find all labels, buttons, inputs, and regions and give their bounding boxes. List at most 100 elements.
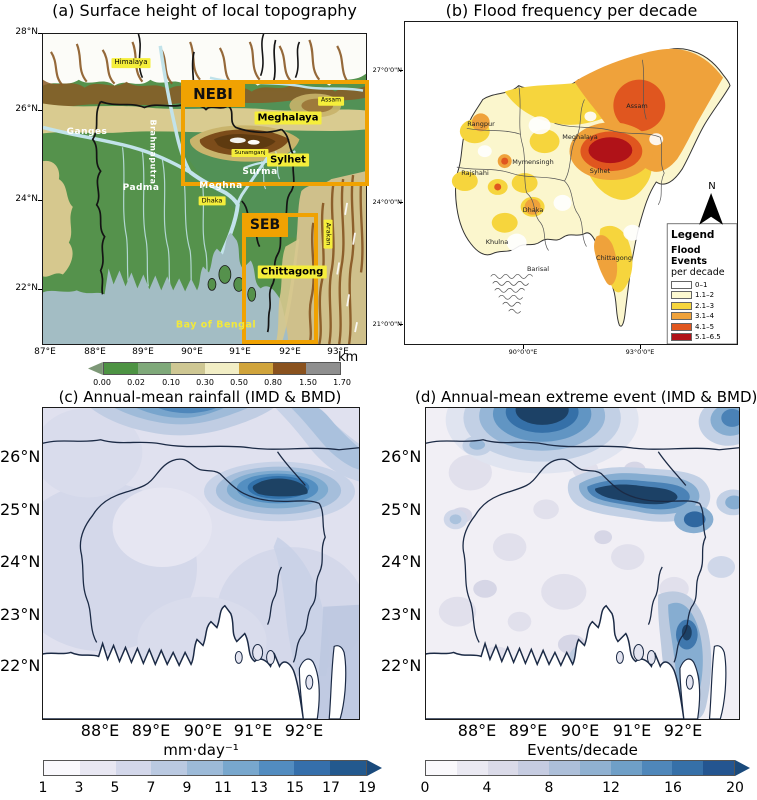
legend-label: 3.1–4 [695,312,715,320]
tick-mark [38,200,42,201]
tick-mark [399,202,403,203]
panel-d-cb-tick: 0 [420,780,430,796]
panel-d-xtick: 91°E [612,721,652,740]
legend-swatch [671,280,692,289]
map-label-khulna: Khulna [485,238,509,246]
panel-b-xtick: 93°0'0"E [625,348,655,356]
colorbar-segment [294,761,331,775]
legend-label: 4.1–5 [695,322,715,331]
panel-c-cb-tick: 9 [182,780,192,796]
colorbar-segment [330,761,367,775]
colorbar-segment [222,761,259,775]
panel-d-xlabel: Events/decade [527,741,638,759]
panel-c-ytick: 24°N [0,552,41,571]
panel-d-cb-tick: 16 [664,780,682,796]
panel-d-cb-tick: 4 [482,780,492,796]
map-label-rangpur: Rangpur [467,120,495,128]
panel-c-cb-tick: 5 [110,780,120,796]
north-label: N [708,181,716,192]
panel-a-ytick: 28°N [15,27,38,37]
panel-a-colorbar [88,362,356,375]
panel-c-xtick: 90°E [183,721,223,740]
colorbar-segment [579,761,611,775]
colorbar-segment [518,761,550,775]
colorbar-body [425,760,735,776]
river-label-surma: Surma [242,167,278,177]
panel-c-cb-tick: 15 [286,780,304,796]
colorbar-segment [171,363,206,374]
panel-a-colorbar-unit: km [338,350,359,365]
panel-c-cb-tick: 13 [250,780,268,796]
place-chip-assam: Assam [318,96,344,106]
extreme-event-map-canvas [426,408,739,719]
panel-c-xtick: 92°E [284,721,324,740]
river-label-ganges: Ganges [66,127,108,137]
colorbar-segment [187,761,223,775]
colorbar-segment [238,363,273,374]
colorbar-segment [205,363,239,374]
panel-a-cb-tick: 1.70 [333,378,351,387]
ne-rain-band [275,408,359,482]
legend-label: 2.1–3 [695,301,715,310]
legend-swatch [671,322,692,331]
panel-c-cb-tick: 11 [214,780,232,796]
tick-mark [399,324,403,325]
sylhet-hotspot-max [588,137,633,164]
legend-row: 0–1 [671,280,735,289]
colorbar-segment [115,761,152,775]
colorbar-left-arrow [410,760,425,776]
colorbar-segment [456,761,488,775]
colorbar-right-arrow [735,760,750,776]
panel-c-colorbar [28,760,382,776]
colorbar-left-arrow [28,760,43,776]
panel-a-map: NEBI SEB Himalaya Assam Meghalaya Sunamg… [42,33,369,345]
panel-b-ytick: 24°0'0"N [372,198,402,206]
panel-a-xtick: 87°E [34,347,56,357]
panel-d-ytick: 24°N [381,552,422,571]
tick-mark [38,110,42,111]
panel-d-ytick: 26°N [381,447,422,466]
tick-mark [640,345,641,349]
colorbar-right-arrow [341,362,356,375]
legend-label: 1.1–2 [695,291,715,299]
place-chip-himalaya: Himalaya [111,58,151,68]
legend-label: 5.1–6.5 [695,333,721,341]
se-coastal-strip [275,238,300,344]
map-label-dhaka: Dhaka [522,206,544,214]
panel-b-ytick: 27°0'0"N [372,66,402,74]
panel-d-xtick: 89°E [508,721,548,740]
panel-d-ytick: 25°N [381,500,422,519]
panel-d-xtick: 88°E [457,721,497,740]
legend-swatch [671,333,692,341]
panel-d-colorbar [410,760,750,776]
west-highland-patch [43,160,73,277]
colorbar-segment [103,363,138,374]
place-chip-arakan: Arakan [323,219,333,249]
map-label-rajshahi: Rajshahi [461,169,489,177]
panel-d-title: (d) Annual-mean extreme event (IMD & BMD… [415,388,757,406]
tick-mark [523,345,524,349]
panel-c-xtick: 89°E [131,721,171,740]
flood-legend: Legend Flood Events per decade 0–1 1.1–2… [671,229,735,341]
se-rain-band [273,537,329,677]
colorbar-segment [151,761,188,775]
legend-row: 5.1–6.5 [671,333,735,341]
legend-swatch [671,291,692,299]
colorbar-segment [306,363,341,374]
panel-c-ytick: 23°N [0,605,41,624]
panel-a-cb-tick: 1.50 [299,378,317,387]
panel-c-cb-tick: 7 [146,780,156,796]
flood-class-4-5 [494,79,666,191]
topography-map-canvas [43,34,366,344]
panel-c-cb-tick: 19 [358,780,376,796]
river-label-padma: Padma [122,183,160,193]
panel-a-cb-tick: 0.80 [264,378,282,387]
panel-a-title: (a) Surface height of local topography [52,1,357,20]
meghalaya-rain-maximum [203,461,356,522]
panel-a-ytick: 22°N [15,283,38,293]
panel-a-xtick: 89°E [132,347,154,357]
colorbar-segment [137,363,172,374]
panel-c-xlabel: mm·day⁻¹ [163,741,239,759]
corner-and-edge-blobs [443,408,739,578]
place-chip-sunamganj: Sunamganj [231,148,269,158]
